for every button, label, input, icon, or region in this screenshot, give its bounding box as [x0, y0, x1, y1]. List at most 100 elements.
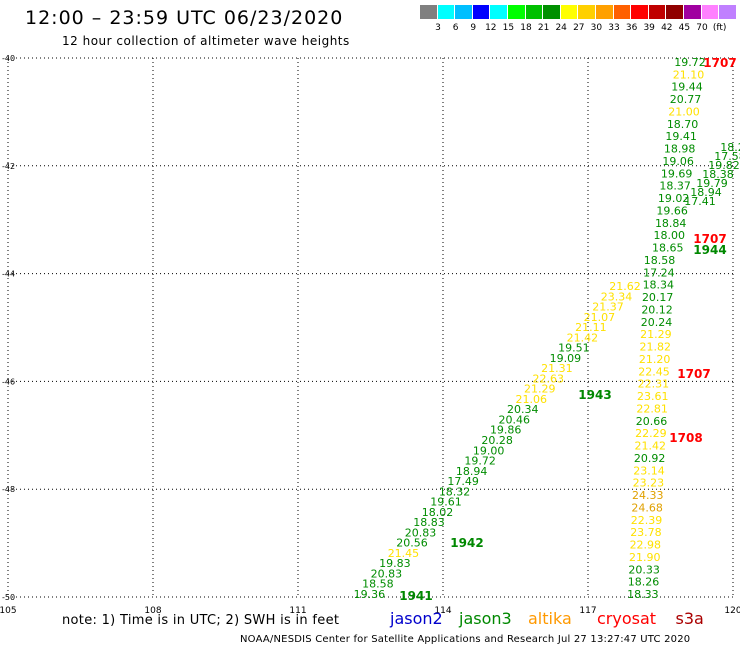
- satellite-legend-s3a: s3a: [675, 609, 704, 628]
- legend-swatch: [490, 5, 508, 19]
- legend-swatch: [701, 5, 720, 19]
- wave-height-label: 20.24: [641, 316, 673, 329]
- legend-label: 6: [452, 23, 459, 33]
- wave-height-label: 23.34: [601, 290, 633, 303]
- legend-label: 12: [485, 23, 497, 33]
- wave-height-label: 18.94: [690, 186, 722, 199]
- wave-height-label: 19.69: [661, 167, 693, 180]
- pass-time-label: 1707: [693, 232, 726, 246]
- wave-height-label: 19.82: [708, 159, 740, 172]
- wave-height-label: 18.65: [652, 242, 684, 255]
- legend-label: 15: [502, 23, 515, 33]
- legend-label: 70: [696, 23, 708, 33]
- wave-height-label: 19.41: [665, 130, 697, 143]
- wave-height-label: 20.83: [371, 567, 403, 580]
- wave-height-label: 18.38: [702, 168, 734, 181]
- legend-swatch: [472, 5, 491, 19]
- wave-height-label: 17.49: [447, 475, 479, 488]
- wave-height-label: 17.24: [643, 266, 675, 279]
- legend-swatch: [507, 5, 526, 19]
- wave-height-label: 18.98: [664, 143, 696, 156]
- map-subtitle: 12 hour collection of altimeter wave hei…: [62, 34, 350, 48]
- wave-height-label: 21.62: [609, 280, 641, 293]
- color-scale-legend: [420, 5, 737, 21]
- legend-label: 27: [573, 23, 585, 33]
- wave-height-label: 19.36: [354, 588, 386, 601]
- pass-time-label: 1708: [669, 431, 702, 445]
- wave-height-label: 21.29: [640, 328, 672, 341]
- wave-height-label: 21.07: [584, 311, 616, 324]
- wave-height-label: 20.56: [396, 537, 428, 550]
- wave-height-label: 19.44: [671, 81, 703, 94]
- x-tick-label: 114: [434, 606, 451, 616]
- wave-height-label: 17.41: [684, 195, 716, 208]
- wave-height-label: 21.20: [639, 353, 671, 366]
- wave-height-label: 21.11: [575, 321, 607, 334]
- y-tick-label: -42: [2, 162, 15, 171]
- y-tick-label: -48: [2, 485, 15, 494]
- wave-height-label: 19.09: [550, 352, 582, 365]
- legend-swatch: [560, 5, 579, 19]
- wave-height-label: 21.10: [673, 68, 705, 81]
- wave-height-label: 23.14: [633, 464, 665, 477]
- wave-height-label: 21.45: [388, 547, 420, 560]
- legend-label: 18: [520, 23, 532, 33]
- legend-label: 30: [590, 23, 603, 33]
- wave-height-label: 18.32: [439, 485, 471, 498]
- legend-label: 39: [643, 23, 655, 33]
- y-tick-label: -44: [2, 270, 15, 279]
- satellite-legend-altika: altika: [528, 609, 572, 628]
- wave-height-label: 19.51: [558, 342, 590, 355]
- legend-swatch: [455, 5, 473, 19]
- wave-height-label: 18.37: [659, 180, 691, 193]
- x-tick-label: 108: [144, 606, 161, 616]
- legend-label: 3: [435, 23, 441, 33]
- wave-height-label: 22.45: [638, 365, 670, 378]
- wave-height-label: 21.82: [639, 341, 671, 354]
- wave-height-label: 23.23: [633, 477, 665, 490]
- wave-height-label: 23.61: [637, 390, 669, 403]
- legend-swatch: [648, 5, 667, 19]
- wave-height-label: 22.31: [638, 378, 670, 391]
- x-tick-label: 111: [289, 606, 306, 616]
- x-tick-label: 120: [724, 606, 740, 616]
- wave-height-label: 19.66: [656, 204, 688, 217]
- wave-height-label: 19.06: [662, 155, 694, 168]
- legend-swatch: [683, 5, 702, 19]
- wave-height-label: 21.29: [524, 383, 556, 396]
- y-tick-label: -40: [2, 54, 15, 63]
- wave-height-label: 19.00: [473, 444, 505, 457]
- legend-swatch: [420, 5, 438, 19]
- wave-height-label: 20.33: [628, 563, 660, 576]
- color-scale-labels: 3 6 9 12 15 18 21 24 27 30 33 36 39 42 45 70 (ft): [420, 23, 740, 35]
- wave-height-label: 20.46: [498, 413, 530, 426]
- pass-time-label: 1707: [677, 367, 710, 381]
- wave-height-label: 19.83: [379, 557, 411, 570]
- legend-label: 9: [470, 23, 477, 33]
- y-tick-label: -46: [2, 377, 15, 386]
- legend-swatch: [631, 5, 649, 19]
- y-tick-label: -50: [2, 593, 15, 602]
- wave-height-label: 20.28: [481, 434, 513, 447]
- wave-height-label: 20.83: [405, 526, 437, 539]
- wave-height-label: 18.70: [667, 118, 699, 131]
- legend-label: 33: [608, 23, 620, 33]
- legend-swatch: [666, 5, 684, 19]
- wave-height-label: 18.34: [643, 279, 675, 292]
- pass-time-label: 1941: [399, 589, 432, 603]
- legend-label: (ft): [712, 23, 727, 33]
- satellite-legend-jason2: jason2: [390, 609, 443, 628]
- wave-height-label: 20.17: [642, 291, 674, 304]
- wave-height-label: 18.00: [653, 229, 685, 242]
- legend-swatch: [543, 5, 561, 19]
- map-title: 12:00 – 23:59 UTC 06/23/2020: [25, 7, 344, 29]
- units-note: note: 1) Time is in UTC; 2) SWH is in fe…: [62, 613, 340, 628]
- wave-height-label: 19.72: [464, 455, 496, 468]
- wave-height-label: 23.78: [630, 526, 662, 539]
- pass-time-label: 1944: [693, 243, 726, 257]
- satellite-legend-jason3: jason3: [459, 609, 512, 628]
- wave-height-label: 20.77: [670, 93, 702, 106]
- legend-label: 36: [625, 23, 638, 33]
- wave-height-label: 19.86: [490, 424, 522, 437]
